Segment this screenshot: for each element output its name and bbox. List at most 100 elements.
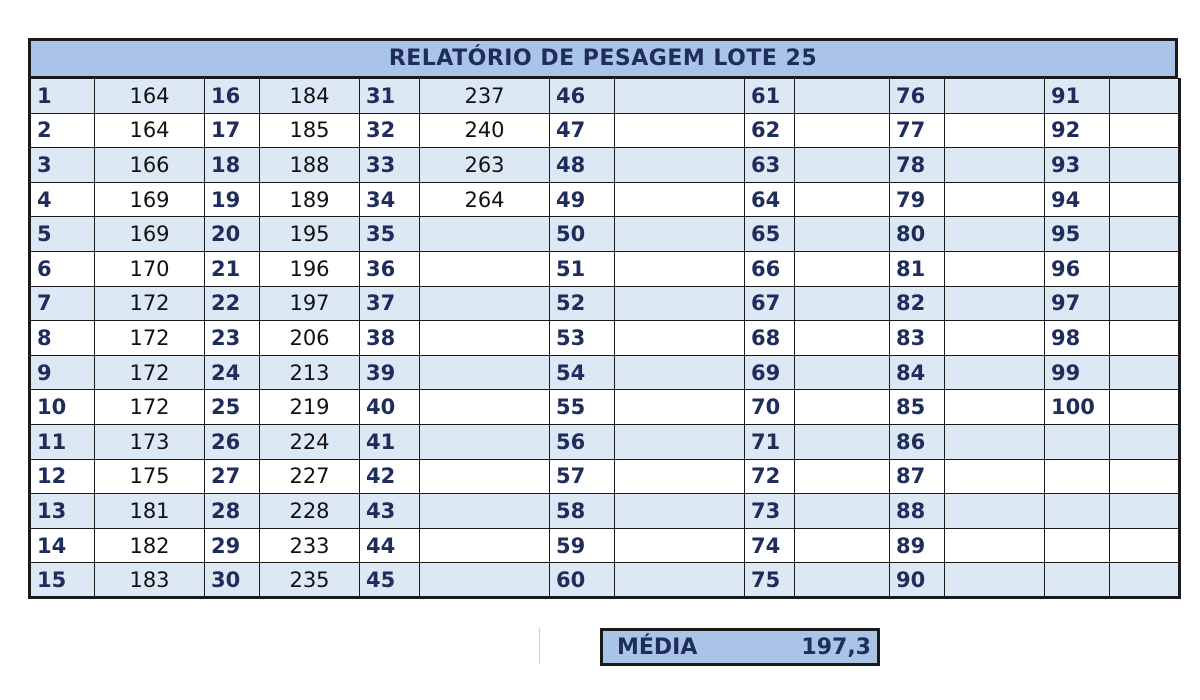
- animal-number-cell: 24: [204, 354, 260, 391]
- animal-number-cell: 18: [204, 147, 260, 183]
- animal-number-cell: 52: [549, 285, 615, 322]
- weight-value-cell: [614, 354, 745, 391]
- animal-number-cell: 87: [889, 458, 945, 495]
- average-box: MÉDIA 197,3: [600, 628, 880, 666]
- animal-number-cell: 65: [744, 216, 795, 252]
- weight-value-cell: [419, 285, 550, 322]
- animal-number-cell: 59: [549, 527, 615, 564]
- animal-number-cell: [1044, 527, 1110, 564]
- weighing-report: RELATÓRIO DE PESAGEM LOTE 25 1 164 16 184 31…: [28, 38, 1181, 599]
- animal-number-cell: 6: [29, 250, 95, 287]
- animal-number-cell: 5: [29, 216, 95, 252]
- animal-number-cell: 30: [204, 562, 260, 598]
- weight-value-cell: [794, 389, 890, 425]
- animal-number-cell: 77: [889, 112, 945, 149]
- animal-number-cell: 12: [29, 458, 95, 495]
- weight-value-cell: [614, 423, 745, 460]
- weight-value-cell: [614, 216, 745, 252]
- animal-number-cell: 93: [1044, 147, 1110, 183]
- weight-value-cell: [794, 458, 890, 495]
- animal-number-cell: 81: [889, 250, 945, 287]
- animal-number-cell: 76: [889, 78, 945, 114]
- weight-value-cell: 169: [94, 216, 205, 252]
- animal-number-cell: 23: [204, 320, 260, 356]
- weight-value-cell: [1109, 527, 1180, 564]
- weight-value-cell: 240: [419, 112, 550, 149]
- animal-number-cell: [1044, 493, 1110, 529]
- table-row: 9 172 24 213 39 54 69 84 99: [29, 354, 1180, 391]
- animal-number-cell: 28: [204, 493, 260, 529]
- animal-number-cell: 26: [204, 423, 260, 460]
- weight-value-cell: [794, 181, 890, 218]
- weight-value-cell: [794, 250, 890, 287]
- animal-number-cell: 80: [889, 216, 945, 252]
- weight-value-cell: 235: [259, 562, 360, 598]
- weight-value-cell: [614, 181, 745, 218]
- animal-number-cell: 86: [889, 423, 945, 460]
- animal-number-cell: 13: [29, 493, 95, 529]
- animal-number-cell: 44: [359, 527, 420, 564]
- animal-number-cell: [1044, 562, 1110, 598]
- divider-line: [539, 628, 540, 664]
- weight-value-cell: [614, 527, 745, 564]
- weight-value-cell: [944, 527, 1045, 564]
- weight-value-cell: [944, 562, 1045, 598]
- weight-value-cell: 172: [94, 354, 205, 391]
- animal-number-cell: 70: [744, 389, 795, 425]
- weight-value-cell: [419, 250, 550, 287]
- animal-number-cell: 73: [744, 493, 795, 529]
- animal-number-cell: 51: [549, 250, 615, 287]
- animal-number-cell: 95: [1044, 216, 1110, 252]
- weight-value-cell: 172: [94, 389, 205, 425]
- animal-number-cell: 43: [359, 493, 420, 529]
- weight-value-cell: [419, 423, 550, 460]
- weight-value-cell: [614, 285, 745, 322]
- table-row: 5 169 20 195 35 50 65 80 95: [29, 216, 1180, 252]
- animal-number-cell: 55: [549, 389, 615, 425]
- weight-value-cell: [614, 78, 745, 114]
- weight-value-cell: [944, 216, 1045, 252]
- animal-number-cell: 36: [359, 250, 420, 287]
- animal-number-cell: 53: [549, 320, 615, 356]
- animal-number-cell: 56: [549, 423, 615, 460]
- weight-value-cell: [1109, 78, 1180, 114]
- weight-value-cell: [419, 493, 550, 529]
- animal-number-cell: 21: [204, 250, 260, 287]
- animal-number-cell: 40: [359, 389, 420, 425]
- animal-number-cell: 46: [549, 78, 615, 114]
- weight-value-cell: 185: [259, 112, 360, 149]
- animal-number-cell: 42: [359, 458, 420, 495]
- weight-value-cell: [794, 147, 890, 183]
- animal-number-cell: 37: [359, 285, 420, 322]
- weight-value-cell: 213: [259, 354, 360, 391]
- animal-number-cell: 64: [744, 181, 795, 218]
- weight-value-cell: [944, 423, 1045, 460]
- weight-value-cell: [1109, 112, 1180, 149]
- table-row: 1 164 16 184 31 237 46 61 76 91: [29, 78, 1180, 114]
- weight-value-cell: [419, 216, 550, 252]
- weight-value-cell: [944, 147, 1045, 183]
- animal-number-cell: 14: [29, 527, 95, 564]
- animal-number-cell: 78: [889, 147, 945, 183]
- animal-number-cell: 50: [549, 216, 615, 252]
- animal-number-cell: 19: [204, 181, 260, 218]
- table-row: 12 175 27 227 42 57 72 87: [29, 458, 1180, 495]
- weight-value-cell: [1109, 493, 1180, 529]
- weight-value-cell: 181: [94, 493, 205, 529]
- animal-number-cell: 1: [29, 78, 95, 114]
- animal-number-cell: 33: [359, 147, 420, 183]
- weight-value-cell: [419, 320, 550, 356]
- weight-value-cell: [944, 78, 1045, 114]
- table-row: 8 172 23 206 38 53 68 83 98: [29, 320, 1180, 356]
- animal-number-cell: 20: [204, 216, 260, 252]
- weight-value-cell: [944, 112, 1045, 149]
- weight-value-cell: [794, 216, 890, 252]
- weight-value-cell: [944, 389, 1045, 425]
- weight-value-cell: [419, 354, 550, 391]
- animal-number-cell: 66: [744, 250, 795, 287]
- weight-value-cell: 173: [94, 423, 205, 460]
- animal-number-cell: 91: [1044, 78, 1110, 114]
- average-label: MÉDIA: [617, 634, 698, 660]
- report-title: RELATÓRIO DE PESAGEM LOTE 25: [388, 46, 818, 71]
- weight-value-cell: 172: [94, 320, 205, 356]
